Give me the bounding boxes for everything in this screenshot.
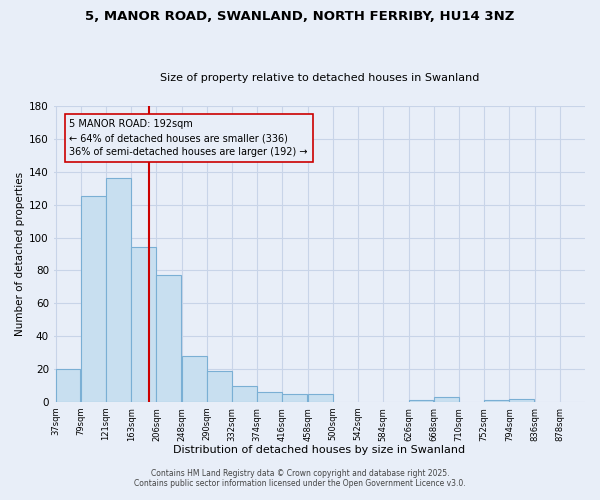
Bar: [207, 370, 232, 402]
Text: Contains public sector information licensed under the Open Government Licence v3: Contains public sector information licen…: [134, 478, 466, 488]
Bar: [484, 400, 509, 402]
X-axis label: Distribution of detached houses by size in Swanland: Distribution of detached houses by size …: [173, 445, 466, 455]
Y-axis label: Number of detached properties: Number of detached properties: [15, 172, 25, 336]
Text: 5 MANOR ROAD: 192sqm
← 64% of detached houses are smaller (336)
36% of semi-deta: 5 MANOR ROAD: 192sqm ← 64% of detached h…: [70, 119, 308, 157]
Bar: [56, 369, 80, 402]
Bar: [308, 394, 332, 402]
Bar: [283, 394, 307, 402]
Text: 5, MANOR ROAD, SWANLAND, NORTH FERRIBY, HU14 3NZ: 5, MANOR ROAD, SWANLAND, NORTH FERRIBY, …: [85, 10, 515, 23]
Bar: [509, 398, 534, 402]
Bar: [106, 178, 131, 402]
Bar: [182, 356, 206, 402]
Bar: [131, 248, 156, 402]
Text: Contains HM Land Registry data © Crown copyright and database right 2025.: Contains HM Land Registry data © Crown c…: [151, 470, 449, 478]
Bar: [409, 400, 433, 402]
Title: Size of property relative to detached houses in Swanland: Size of property relative to detached ho…: [160, 73, 479, 83]
Bar: [232, 386, 257, 402]
Bar: [81, 196, 106, 402]
Bar: [157, 276, 181, 402]
Bar: [257, 392, 282, 402]
Bar: [434, 397, 458, 402]
